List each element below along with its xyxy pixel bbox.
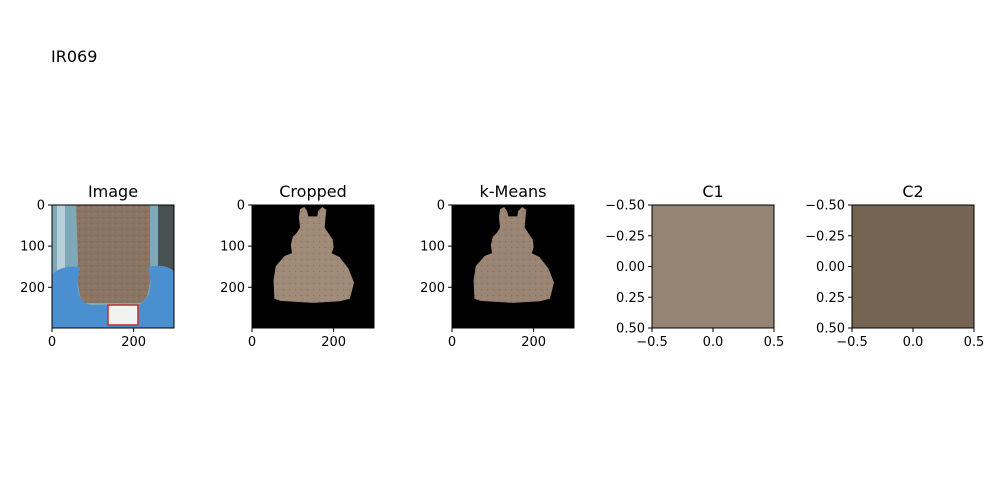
y-tick-label: 0 [437, 199, 445, 214]
photo-image [52, 205, 174, 328]
skin-texture [473, 207, 554, 303]
panel-4: C1 −0.5 0.0 0.5 −0.50 −0.25 0.00 0.25 0.50 [605, 182, 784, 350]
panel-2: Cropped 0 200 0 100 200 [220, 182, 375, 350]
x-tick-label: 0.0 [903, 335, 924, 350]
x-tick-label: 0 [48, 335, 56, 350]
axes-frame [51, 204, 175, 329]
y-tick-label: 0 [237, 199, 245, 214]
panel-1: Image 0 200 0 100 200 [20, 182, 175, 350]
skin-texture [273, 207, 354, 303]
photo-dark-right [158, 205, 174, 273]
photo-neck-texture [76, 205, 151, 303]
y-tick-label: −0.50 [805, 199, 845, 214]
x-tick-label: −0.5 [836, 335, 868, 350]
panel-3: k-Means 0 200 0 100 200 [420, 182, 575, 350]
y-tick-label: 0.00 [616, 260, 645, 275]
y-tick-label: 0.25 [816, 291, 845, 306]
panel-5: C2 −0.5 0.0 0.5 −0.50 −0.25 0.00 0.25 0.50 [805, 182, 984, 350]
y-tick-label: 200 [20, 281, 45, 296]
y-tick-label: 200 [420, 281, 445, 296]
photo-towel [52, 265, 174, 328]
x-tick-label: 200 [121, 335, 146, 350]
x-tick-label: 0.0 [703, 335, 724, 350]
y-tick-label: −0.25 [805, 229, 845, 244]
color-swatch [852, 205, 974, 328]
y-tick-label: −0.50 [605, 199, 645, 214]
x-tick-label: 0.5 [964, 335, 985, 350]
x-tick-label: 200 [521, 335, 546, 350]
x-tick-label: 0 [248, 335, 256, 350]
y-tick-label: 0.50 [816, 322, 845, 337]
y-tick-label: 0.25 [616, 291, 645, 306]
photo-wall-stripe [57, 205, 65, 328]
x-tick-label: −0.5 [636, 335, 668, 350]
axes-title: Cropped [279, 182, 347, 201]
x-tick-label: 0.5 [764, 335, 785, 350]
axes-title: C2 [902, 182, 923, 201]
x-tick-label: 0 [448, 335, 456, 350]
y-tick-label: 100 [220, 240, 245, 255]
axes-title: C1 [702, 182, 723, 201]
y-tick-label: 0.00 [816, 260, 845, 275]
photo-label-tag [107, 304, 139, 326]
figure-title: IR069 [51, 47, 98, 66]
y-tick-label: 200 [220, 281, 245, 296]
x-tick-label: 200 [321, 335, 346, 350]
y-tick-label: 0 [37, 199, 45, 214]
y-tick-label: 100 [20, 240, 45, 255]
y-tick-label: 0.50 [616, 322, 645, 337]
y-tick-label: −0.25 [605, 229, 645, 244]
axes-title: Image [88, 182, 138, 201]
axes-frame [251, 204, 375, 329]
axes-title: k-Means [480, 182, 547, 201]
color-swatch [652, 205, 774, 328]
y-tick-label: 100 [420, 240, 445, 255]
axes-frame [451, 204, 575, 329]
